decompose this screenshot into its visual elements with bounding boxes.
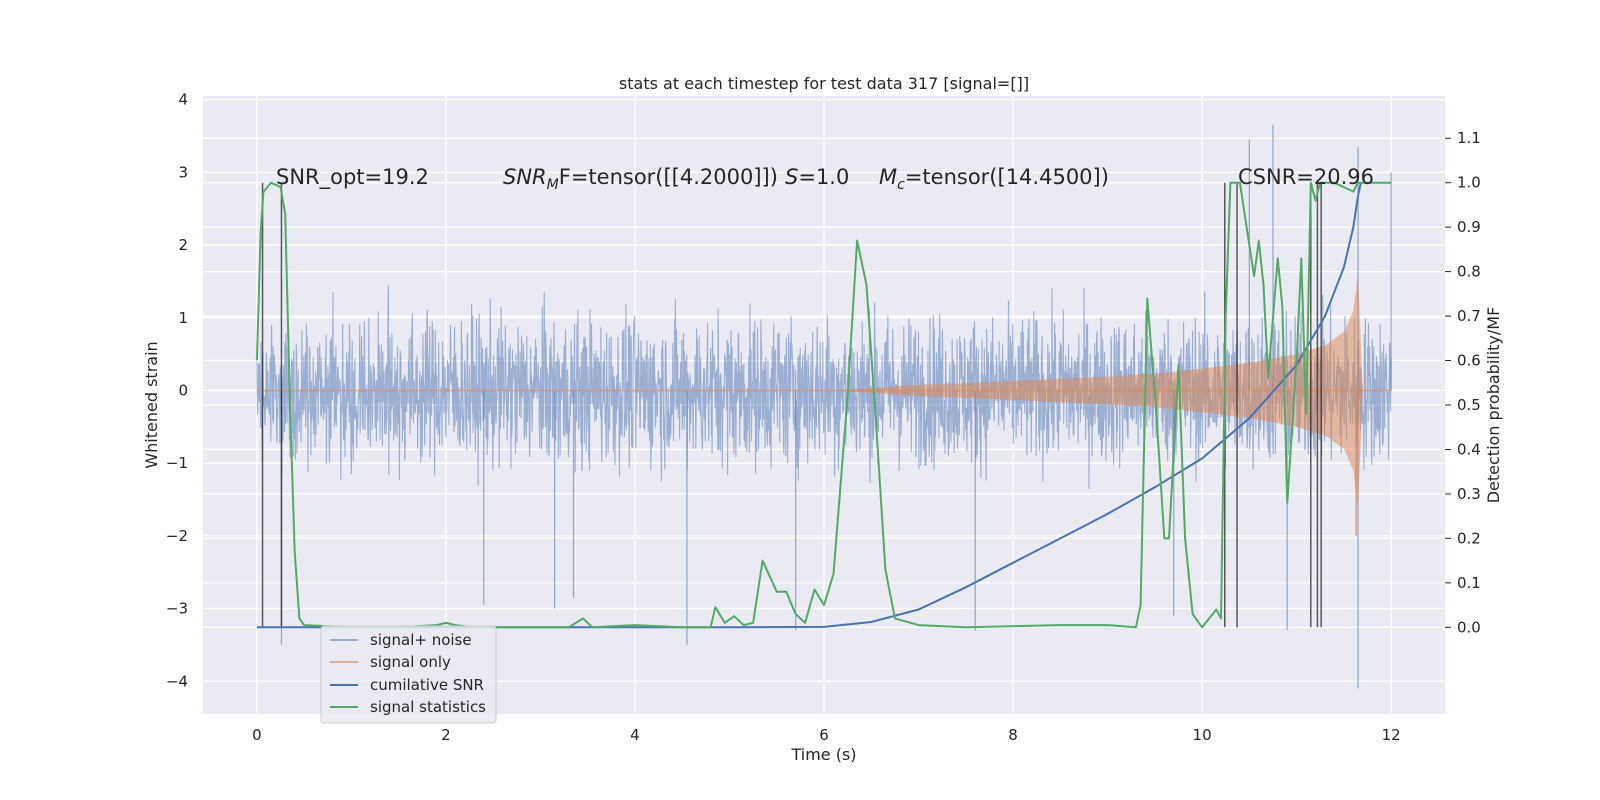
y-right-tick-label: 0.4 <box>1457 440 1481 458</box>
y-right-tick-label: 0.0 <box>1457 618 1481 636</box>
x-tick-label: 2 <box>441 726 451 744</box>
y-right-tick-label: 0.8 <box>1457 263 1481 281</box>
y-tick-label: −3 <box>166 600 188 618</box>
y-right-tick-label: 0.7 <box>1457 307 1481 325</box>
y-right-tick-label: 1.0 <box>1457 174 1481 192</box>
y-tick-label: 2 <box>178 236 188 254</box>
annotation-mc-main: M <box>879 165 897 189</box>
annotation-snr-mf-sub: M <box>547 177 559 193</box>
annotation-mc-sub: c <box>897 177 905 193</box>
chart-title: stats at each timestep for test data 317… <box>619 74 1029 93</box>
x-axis-label: Time (s) <box>790 745 856 764</box>
x-tick-label: 4 <box>630 726 640 744</box>
signal-only-envelope <box>842 274 1392 507</box>
legend-label-signal-statistics: signal statistics <box>370 698 486 716</box>
detection-vertical-lines <box>261 182 1322 628</box>
y-right-axis-label: Detection probability/MF <box>1484 307 1503 504</box>
annotation-snr-opt: SNR_opt=19.2 <box>276 165 429 190</box>
axis-ticks: 0 2 4 6 8 10 12−4−3−2−1012340.00.10.20.30.40.5… <box>166 91 1481 744</box>
legend-label-cumulative-snr: cumilative SNR <box>370 676 484 694</box>
y-right-tick-label: 0.3 <box>1457 485 1481 503</box>
y-tick-label: −4 <box>166 672 188 690</box>
legend: signal+ noise signal only cumilative SNR… <box>320 625 497 724</box>
y-right-tick-label: 0.5 <box>1457 396 1481 414</box>
x-tick-label: 12 <box>1382 726 1401 744</box>
x-tick-label: 6 <box>819 726 829 744</box>
y-tick-label: −1 <box>166 454 188 472</box>
signal-statistics-series <box>255 181 1392 629</box>
x-tick-label: 0 <box>252 726 262 744</box>
legend-label-signal-noise: signal+ noise <box>370 631 472 649</box>
annotation-s-rest: =1.0 <box>798 165 849 189</box>
annotation-csnr: CSNR=20.96 <box>1238 165 1374 189</box>
x-tick-label: 8 <box>1008 726 1018 744</box>
annotation-s-italic: S <box>785 165 798 189</box>
signal-only-series <box>256 274 1392 536</box>
y-tick-label: 1 <box>178 309 188 327</box>
annotation-snr-mf-rest: F=tensor([[4.2000]]) <box>559 165 778 189</box>
y-right-tick-label: 0.9 <box>1457 218 1481 236</box>
y-right-tick-label: 0.6 <box>1457 352 1481 370</box>
annotation-snr-mf-main: SNR <box>503 165 547 189</box>
signal-noise-series <box>256 125 1392 689</box>
y-right-tick-label: 1.1 <box>1457 129 1481 147</box>
legend-box <box>320 625 497 724</box>
annotation-snr-mf: SNRMF=tensor([[4.2000]]) <box>503 165 778 193</box>
y-axis-label: Whitened strain <box>142 341 161 468</box>
annotation-s: S=1.0 <box>785 165 849 189</box>
y-right-tick-label: 0.2 <box>1457 529 1481 547</box>
y-tick-label: 3 <box>178 163 188 181</box>
annotation-mc: Mc=tensor([14.4500]) <box>879 165 1109 193</box>
x-tick-label: 10 <box>1193 726 1212 744</box>
legend-label-signal-only: signal only <box>370 653 451 671</box>
y-tick-label: 4 <box>178 91 188 109</box>
y-tick-label: 0 <box>178 381 188 399</box>
cumulative-snr-series <box>256 182 1362 629</box>
y-tick-label: −2 <box>166 527 188 545</box>
y-right-tick-label: 0.1 <box>1457 574 1481 592</box>
cumulative-snr-line <box>256 182 1362 629</box>
annotation-mc-rest: =tensor([14.4500]) <box>905 165 1109 189</box>
signal-statistics-line <box>255 181 1392 629</box>
